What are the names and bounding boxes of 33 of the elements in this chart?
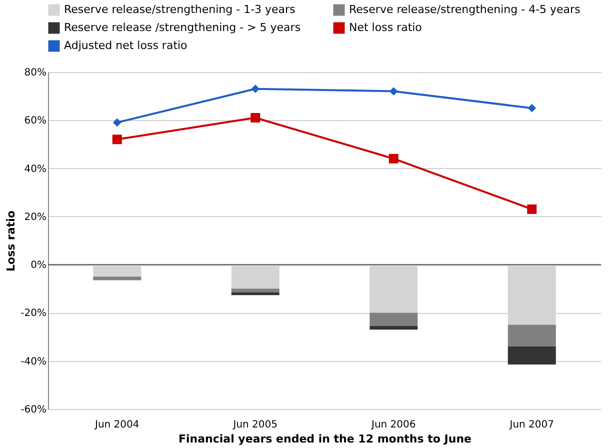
- y-tick-label: -40%: [20, 356, 46, 368]
- legend-label: Net loss ratio: [349, 21, 422, 34]
- legend-label: Adjusted net loss ratio: [64, 39, 188, 52]
- point: [527, 204, 537, 214]
- x-axis-title: Financial years ended in the 12 months to June: [178, 432, 472, 446]
- legend-label: Reserve release/strengthening - 1-3 years: [64, 3, 296, 16]
- bar: [508, 346, 556, 364]
- point: [112, 134, 122, 144]
- legend-label: Reserve release/strengthening - 4-5 years: [349, 3, 581, 16]
- point: [251, 84, 260, 94]
- x-tick-label: Jun 2006: [370, 420, 416, 430]
- y-axis-title: Loss ratio: [4, 210, 18, 272]
- point: [388, 154, 398, 164]
- bar: [93, 276, 142, 280]
- point: [389, 87, 398, 96]
- bar: [370, 312, 418, 326]
- point: [112, 118, 122, 127]
- y-tick-label: 80%: [24, 68, 46, 78]
- point: [528, 104, 536, 112]
- y-tick-label: -60%: [20, 404, 46, 416]
- y-tick-label: -20%: [20, 308, 46, 320]
- legend-label: Reserve release /strengthening - > 5 years: [64, 21, 301, 34]
- x-tick-label: Jun 2005: [232, 420, 278, 430]
- y-tick-label: 40%: [24, 164, 46, 175]
- x-tick-label: Jun 2007: [508, 420, 554, 430]
- y-tick-label: 60%: [24, 116, 46, 127]
- point: [250, 112, 260, 122]
- bar: [231, 288, 280, 292]
- x-tick-label: Jun 2004: [94, 420, 140, 430]
- bar: [508, 324, 556, 346]
- bar: [370, 326, 418, 330]
- y-tick-label: 20%: [24, 212, 46, 223]
- y-tick-label: 0%: [30, 260, 46, 272]
